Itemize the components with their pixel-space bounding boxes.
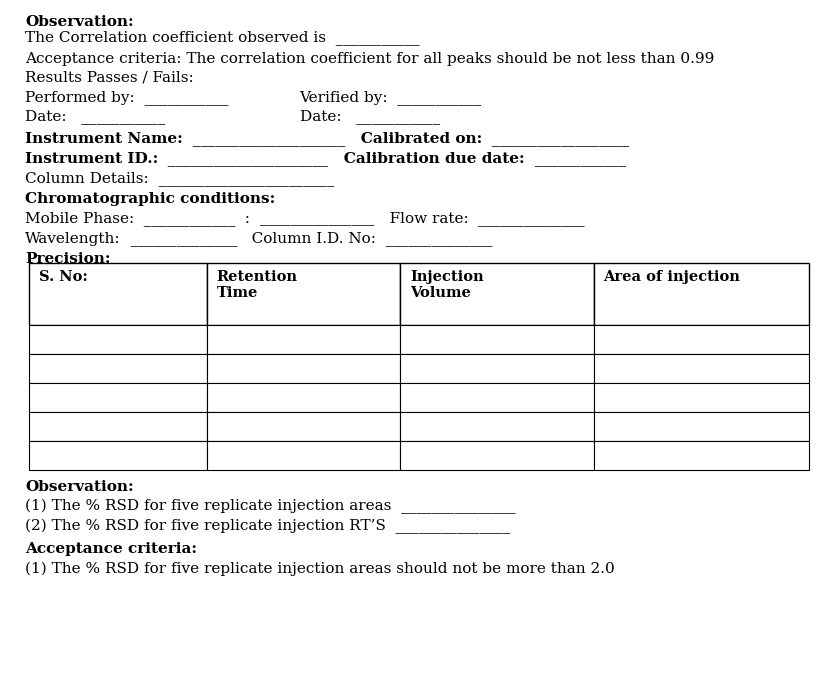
Bar xyxy=(400,263,593,325)
Text: __________________: __________________ xyxy=(483,132,629,146)
Text: Instrument Name:: Instrument Name: xyxy=(25,132,183,146)
Text: S. No:: S. No: xyxy=(39,270,88,284)
Bar xyxy=(400,325,593,354)
Text: Calibration due date:: Calibration due date: xyxy=(328,152,525,166)
Text: ______________: ______________ xyxy=(376,232,493,246)
Bar xyxy=(400,412,593,441)
Bar xyxy=(207,263,400,325)
Text: _______________________: _______________________ xyxy=(149,172,334,186)
Bar xyxy=(400,441,593,470)
Text: Injection
Volume: Injection Volume xyxy=(410,270,484,301)
Bar xyxy=(29,383,207,412)
Bar xyxy=(29,263,207,325)
Text: Instrument ID.:: Instrument ID.: xyxy=(25,152,158,166)
Text: Chromatographic conditions:: Chromatographic conditions: xyxy=(25,192,275,206)
Text: Observation:: Observation: xyxy=(25,480,134,493)
Text: Acceptance criteria:: Acceptance criteria: xyxy=(25,542,197,556)
Text: Results Passes / Fails:: Results Passes / Fails: xyxy=(25,71,194,85)
Bar xyxy=(207,383,400,412)
Text: Mobile Phase:: Mobile Phase: xyxy=(25,212,134,226)
Text: ______________: ______________ xyxy=(121,232,237,246)
Text: Verified by:  ___________: Verified by: ___________ xyxy=(300,90,482,105)
Text: Calibrated on:: Calibrated on: xyxy=(345,132,483,146)
Bar xyxy=(207,412,400,441)
Text: Column Details:: Column Details: xyxy=(25,172,149,186)
Text: (2) The % RSD for five replicate injection RT’S  _______________: (2) The % RSD for five replicate injecti… xyxy=(25,518,510,534)
Bar xyxy=(207,354,400,383)
Text: _______________: _______________ xyxy=(260,212,374,226)
Text: Column I.D. No:: Column I.D. No: xyxy=(237,232,376,246)
Text: Performed by:  ___________: Performed by: ___________ xyxy=(25,90,228,105)
Text: Wavelength:: Wavelength: xyxy=(25,232,121,246)
Text: Observation:: Observation: xyxy=(25,15,134,29)
Text: ____________: ____________ xyxy=(525,152,626,166)
Bar xyxy=(29,325,207,354)
Bar xyxy=(593,383,809,412)
Bar xyxy=(29,412,207,441)
Bar xyxy=(207,441,400,470)
Bar xyxy=(400,383,593,412)
Text: _____________________: _____________________ xyxy=(158,152,328,166)
Text: Retention
Time: Retention Time xyxy=(217,270,298,301)
Text: The Correlation coefficient observed is  ___________: The Correlation coefficient observed is … xyxy=(25,30,419,44)
Text: (1) The % RSD for five replicate injection areas should not be more than 2.0: (1) The % RSD for five replicate injecti… xyxy=(25,561,615,576)
Text: ____________________: ____________________ xyxy=(183,132,345,146)
Bar xyxy=(400,354,593,383)
Bar xyxy=(593,325,809,354)
Text: Area of injection: Area of injection xyxy=(603,270,740,284)
Bar xyxy=(29,354,207,383)
Bar xyxy=(593,412,809,441)
Bar xyxy=(207,325,400,354)
Bar xyxy=(593,263,809,325)
Text: ____________: ____________ xyxy=(134,212,235,226)
Text: Date:   ___________: Date: ___________ xyxy=(25,109,165,123)
Text: :: : xyxy=(235,212,260,226)
Bar xyxy=(593,441,809,470)
Text: Flow rate:: Flow rate: xyxy=(374,212,468,226)
Text: Date:   ___________: Date: ___________ xyxy=(300,109,439,123)
Text: Precision:: Precision: xyxy=(25,252,111,266)
Text: (1) The % RSD for five replicate injection areas  _______________: (1) The % RSD for five replicate injecti… xyxy=(25,499,516,514)
Text: ______________: ______________ xyxy=(468,212,585,226)
Bar xyxy=(593,354,809,383)
Bar xyxy=(29,441,207,470)
Text: Acceptance criteria: The correlation coefficient for all peaks should be not les: Acceptance criteria: The correlation coe… xyxy=(25,52,715,66)
